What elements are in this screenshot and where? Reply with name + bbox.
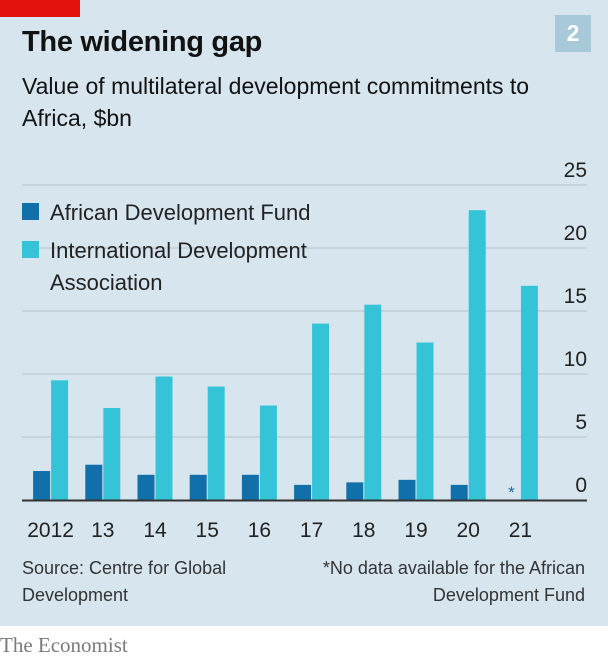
y-tick-label: 0 xyxy=(575,474,587,497)
bar-international-development-association xyxy=(312,323,330,500)
bar-international-development-association xyxy=(364,304,382,500)
bar-international-development-association xyxy=(468,210,486,500)
x-tick-label: 19 xyxy=(404,519,427,542)
bar-african-development-fund xyxy=(241,474,259,500)
x-tick-label: 18 xyxy=(352,519,375,542)
bar-african-development-fund xyxy=(450,484,468,500)
x-tick-label: 16 xyxy=(248,519,271,542)
missing-data-marker: * xyxy=(508,483,515,502)
bar-african-development-fund xyxy=(137,474,155,500)
x-tick-label: 20 xyxy=(457,519,480,542)
bar-international-development-association xyxy=(103,408,121,500)
bar-african-development-fund xyxy=(85,464,103,500)
bar-international-development-association xyxy=(207,386,225,500)
bar-african-development-fund xyxy=(33,471,51,500)
bar-international-development-association xyxy=(259,405,277,500)
footnote: *No data available for the African Devel… xyxy=(322,558,585,605)
x-tick-label: 17 xyxy=(300,519,323,542)
legend-label: International Development Association xyxy=(50,238,307,295)
chart-title: The widening gap xyxy=(22,26,263,58)
bar-international-development-association xyxy=(155,376,173,500)
y-tick-label: 25 xyxy=(564,159,587,182)
bar-african-development-fund xyxy=(294,484,312,500)
bar-chart: 0 5 10 15 20 25 2012 13 14 15 16 17 18 19 20 * 21 African… xyxy=(22,159,587,542)
bar-international-development-association xyxy=(520,285,538,500)
chart-number-badge: 2 xyxy=(555,15,591,52)
x-tick-label: 13 xyxy=(91,519,114,542)
bar-african-development-fund xyxy=(189,474,207,500)
legend-label: African Development Fund xyxy=(50,200,310,225)
legend-swatch xyxy=(22,241,39,258)
legend-swatch xyxy=(22,203,39,220)
x-tick-label: 14 xyxy=(143,519,167,542)
brand-tag xyxy=(0,0,80,17)
y-tick-label: 10 xyxy=(564,348,587,371)
y-tick-label: 15 xyxy=(564,285,587,308)
bar-international-development-association xyxy=(51,380,69,500)
x-tick-label: 15 xyxy=(196,519,219,542)
source-note: Source: Centre for Global Development xyxy=(22,558,227,605)
chart-panel: The widening gap 2 Value of multilateral… xyxy=(0,0,608,626)
x-tick-label: 21 xyxy=(509,519,532,542)
chart-subtitle: Value of multilateral development commit… xyxy=(22,73,530,131)
y-tick-label: 5 xyxy=(575,411,587,434)
x-tick-label: 2012 xyxy=(27,519,74,542)
bar-african-development-fund xyxy=(398,479,416,500)
y-tick-label: 20 xyxy=(564,222,587,245)
bar-african-development-fund xyxy=(346,482,364,500)
bar-international-development-association xyxy=(416,342,434,500)
publisher-logo: The Economist xyxy=(0,633,128,657)
